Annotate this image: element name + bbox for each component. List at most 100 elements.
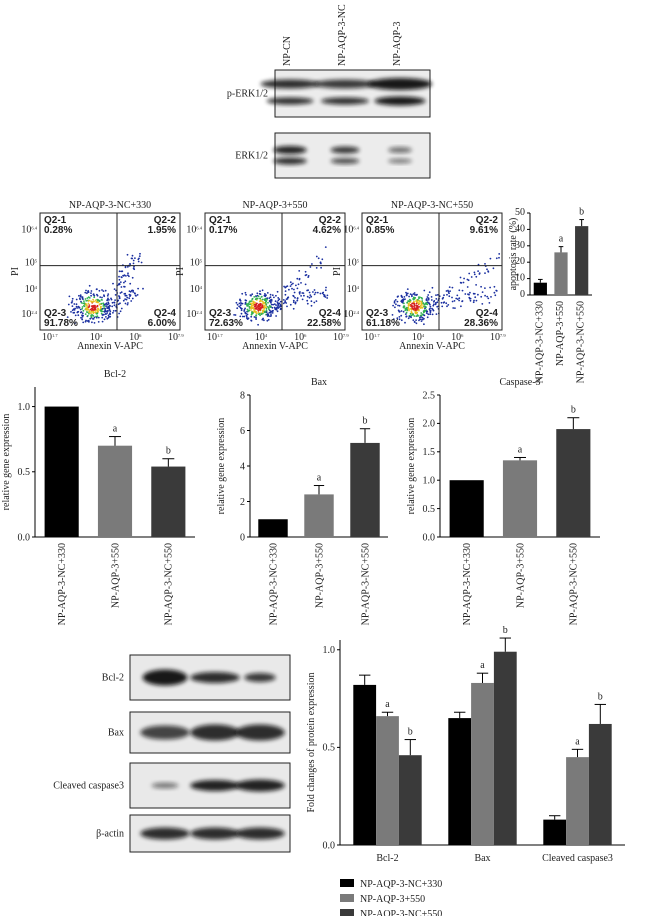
x-tick-label: 101.7 (364, 332, 380, 343)
cell-dot (68, 295, 71, 298)
significance-label: b (579, 207, 584, 218)
cell-dot (102, 314, 104, 316)
cell-dot (429, 303, 431, 306)
x-tick-label: 107.9 (333, 332, 349, 343)
cell-dot (426, 316, 429, 319)
cell-dot (271, 312, 274, 314)
cell-dot (464, 293, 467, 295)
cell-dot (85, 308, 87, 310)
cell-dot (487, 271, 490, 273)
cell-dot (274, 300, 277, 303)
cell-dot (104, 289, 107, 292)
tick-base: 10 (21, 225, 31, 236)
cell-dot (489, 286, 491, 289)
cell-dot (410, 311, 413, 313)
cell-dot (408, 308, 410, 311)
cell-dot (398, 304, 401, 307)
cell-dot (487, 297, 490, 300)
cell-dot (128, 293, 131, 296)
cell-dot (112, 311, 114, 314)
legend-swatch (340, 894, 354, 902)
cell-dot (431, 313, 434, 316)
x-tick-label: NP-AQP-3-NC+330 (57, 543, 68, 625)
cell-dot (430, 299, 433, 301)
cell-dot (406, 288, 409, 290)
cell-dot (96, 293, 98, 296)
bar (556, 429, 591, 537)
cell-dot (130, 300, 133, 302)
cell-dot (466, 286, 469, 288)
cell-dot (73, 303, 76, 305)
cell-dot (401, 299, 404, 301)
cell-dot (247, 303, 250, 305)
cell-dots (391, 253, 501, 326)
cell-dot (463, 277, 465, 280)
cell-dot (246, 308, 249, 311)
y-axis-label: apoptosis rate (%) (508, 218, 519, 291)
cell-dot (106, 303, 109, 306)
cell-dot (454, 307, 456, 309)
cell-dot (421, 306, 424, 309)
cell-dot (104, 307, 106, 310)
cell-dot (460, 282, 463, 284)
blot-band (321, 97, 369, 105)
cell-dot (134, 257, 136, 259)
y-axis-label: PI (332, 267, 343, 276)
cell-dot (300, 295, 302, 297)
cell-dot (289, 281, 292, 284)
blot-band (190, 672, 240, 683)
tick-exp: 5 (35, 258, 38, 263)
cell-dot (419, 304, 422, 307)
cell-dot (309, 266, 312, 268)
cell-dot (269, 315, 271, 318)
error-bar (359, 674, 371, 685)
quadrant-name: Q2-2 (476, 215, 499, 226)
cell-dot (71, 300, 74, 302)
plot-title: NP-AQP-3+550 (242, 200, 307, 211)
cell-dot (129, 295, 131, 297)
cell-dot (118, 270, 121, 273)
cell-dot (489, 257, 492, 260)
significance-label: a (575, 736, 580, 747)
cell-dot (288, 288, 290, 291)
cell-dot (409, 304, 412, 306)
cell-dot (392, 318, 395, 321)
cell-dot (324, 246, 327, 249)
y-tick-label: 104 (25, 284, 38, 295)
cell-dot (404, 313, 407, 315)
tick-exp: 2.4 (196, 310, 202, 315)
cell-dot (101, 310, 104, 313)
cell-dot (255, 305, 257, 307)
cell-dot (406, 306, 408, 309)
cell-dot (244, 307, 247, 310)
row-label: Bcl-2 (102, 673, 124, 684)
cell-dot (243, 310, 246, 312)
cell-dot (95, 312, 98, 315)
cell-dot (264, 295, 267, 298)
cell-dot (120, 286, 123, 288)
cell-dot (495, 290, 498, 292)
x-axis-label: Annexin V-APC (242, 341, 308, 352)
cell-dot (91, 321, 93, 324)
cell-dot (72, 308, 75, 311)
cell-dot (282, 299, 285, 301)
cell-dot (75, 298, 78, 301)
cell-dot (87, 291, 89, 293)
cell-dot (415, 312, 418, 315)
cell-dot (468, 272, 471, 275)
cell-dot (82, 321, 85, 324)
cell-dot (267, 313, 269, 315)
cell-dot (91, 301, 93, 303)
cell-dot (418, 296, 420, 298)
row-label: p-ERK1/2 (227, 89, 268, 100)
cell-dot (418, 319, 420, 322)
cell-dot (315, 267, 318, 269)
cell-dot (461, 300, 464, 302)
x-tick-label: NP-AQP-3-NC+330 (534, 301, 545, 383)
cell-dot (490, 296, 492, 298)
tick-exp: 5 (357, 258, 360, 263)
cell-dot (127, 272, 129, 275)
cell-dot (277, 306, 279, 309)
cell-dot (103, 318, 106, 321)
y-tick-label: 0.5 (18, 467, 31, 478)
